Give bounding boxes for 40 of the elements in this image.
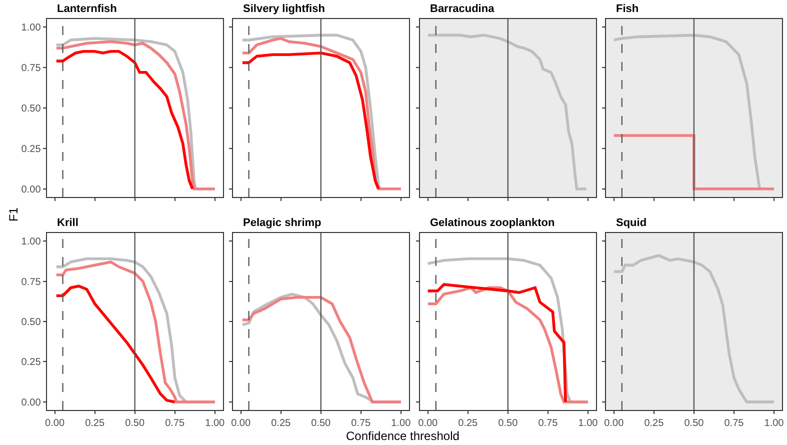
x-tick-label: 1.00 — [205, 418, 226, 429]
y-tick-label: 0.25 — [21, 357, 42, 368]
x-tick-label: 1.00 — [391, 418, 412, 429]
chart-title: Gelatinous zooplankton — [430, 217, 555, 229]
chart-title: Silvery lightfish — [243, 3, 326, 15]
y-tick-label: 0.75 — [21, 63, 42, 74]
x-tick-label: 0.00 — [418, 418, 438, 429]
y-axis-title: F1 — [6, 207, 20, 222]
x-tick-label: 0.75 — [351, 418, 372, 429]
x-tick-label: 0.75 — [724, 418, 744, 429]
y-tick-label: 0.50 — [21, 317, 42, 328]
x-tick-label: 0.75 — [538, 418, 558, 429]
x-tick-label: 0.00 — [604, 418, 624, 429]
y-tick-label: 0.00 — [21, 397, 42, 408]
x-tick-label: 0.00 — [231, 418, 251, 429]
x-tick-label: 1.00 — [578, 418, 598, 429]
x-tick-label: 0.50 — [498, 418, 518, 429]
x-tick-label: 0.25 — [271, 418, 292, 429]
y-tick-label: 0.25 — [21, 144, 42, 155]
chart-title: Pelagic shrimp — [243, 217, 322, 229]
x-tick-label: 0.50 — [684, 418, 704, 429]
chart-title: Lanternfish — [57, 3, 118, 15]
chart-title: Fish — [616, 3, 639, 15]
x-tick-label: 0.50 — [125, 418, 145, 429]
y-tick-label: 0.00 — [21, 184, 42, 196]
x-tick-label: 0.25 — [85, 418, 105, 429]
y-tick-label: 0.50 — [21, 104, 42, 114]
x-axis-title: Confidence threshold — [346, 429, 460, 443]
x-tick-label: 0.25 — [644, 418, 664, 429]
y-tick-label: 1.00 — [21, 236, 42, 248]
x-tick-label: 0.50 — [311, 418, 332, 429]
x-tick-label: 1.00 — [764, 418, 784, 429]
x-tick-label: 0.25 — [458, 418, 478, 429]
chart-title: Krill — [57, 217, 78, 229]
y-tick-label: 1.00 — [21, 22, 42, 34]
x-tick-label: 0.75 — [165, 418, 186, 429]
chart-title: Squid — [616, 217, 647, 229]
x-tick-label: 0.00 — [45, 418, 65, 429]
y-tick-label: 0.75 — [21, 276, 42, 288]
chart-title: Barracudina — [430, 3, 496, 15]
